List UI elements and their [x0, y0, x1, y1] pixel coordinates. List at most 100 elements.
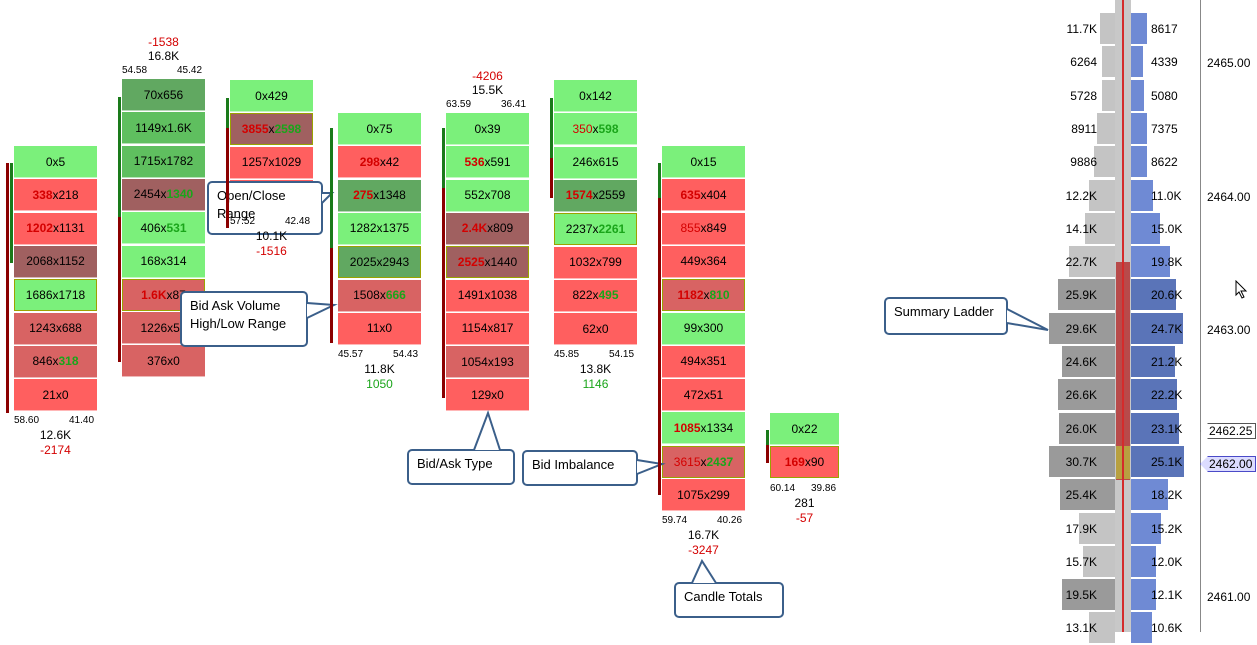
- ladder-ask-label: 15.2K: [1151, 521, 1183, 536]
- footprint-cell[interactable]: 275 x 1348: [338, 179, 421, 212]
- footprint-cell[interactable]: 2454 x 1340: [122, 178, 205, 211]
- ladder-ask-bar: [1131, 246, 1170, 278]
- footprint-cell[interactable]: 350 x 598: [554, 113, 637, 146]
- cell-bid-volume: 376: [147, 353, 168, 368]
- footprint-cell[interactable]: 3855 x 2598: [230, 113, 313, 146]
- ladder-bid-label: 13.1K: [1065, 621, 1097, 636]
- ladder-price-line: [1122, 0, 1124, 632]
- footprint-candle[interactable]: 70 x 656 1149 x 1.6K 1715 x 1782 2454 x 1340 406…: [122, 79, 205, 379]
- footprint-cell[interactable]: 1243 x 688: [14, 312, 97, 345]
- cell-bid-volume: 169: [784, 455, 805, 470]
- ask-pct: 36.41: [501, 99, 527, 110]
- footprint-cell[interactable]: 472 x 51: [662, 379, 745, 412]
- footprint-cell[interactable]: 536 x 591: [446, 146, 529, 179]
- cell-separator: x: [700, 221, 707, 236]
- footprint-candle[interactable]: 0 x 142 350 x 598 246 x 615 1574 x 2559 2237 x 22…: [554, 80, 637, 346]
- footprint-candle[interactable]: 0 x 75 298 x 42 275 x 1348 1282 x 1375 2025 x 294…: [338, 113, 421, 346]
- footprint-cell[interactable]: 0 x 429: [230, 80, 313, 112]
- cell-ask-volume: 615: [598, 155, 619, 170]
- candle-wick: [766, 443, 769, 463]
- cell-separator: x: [487, 354, 494, 369]
- footprint-cell[interactable]: 1154 x 817: [446, 312, 529, 345]
- cell-ask-volume: 810: [709, 288, 730, 303]
- footprint-cell[interactable]: 0 x 15: [662, 146, 745, 178]
- ladder-ask-bar: [1131, 412, 1179, 444]
- footprint-cell[interactable]: 1508 x 666: [338, 279, 421, 312]
- cell-separator: x: [166, 287, 173, 302]
- footprint-cell[interactable]: 855 x 849: [662, 212, 745, 245]
- footprint-cell[interactable]: 2525 x 1440: [446, 246, 529, 279]
- cell-bid-volume: 846: [32, 354, 53, 369]
- cell-separator: x: [592, 222, 599, 237]
- candle-wick: [118, 97, 121, 362]
- footprint-cell[interactable]: 3615 x 2437: [662, 445, 745, 478]
- footprint-cell[interactable]: 0 x 22: [770, 413, 839, 445]
- footprint-cell[interactable]: 1491 x 1038: [446, 279, 529, 312]
- cell-bid-volume: 2.4K: [461, 221, 488, 236]
- cell-bid-volume: 0: [474, 121, 482, 136]
- ladder-bid-bar: [1094, 146, 1115, 178]
- footprint-cell[interactable]: 822 x 495: [554, 279, 637, 312]
- cell-ask-volume: 5: [58, 154, 66, 169]
- footprint-cell[interactable]: 406 x 531: [122, 212, 205, 245]
- footprint-cell[interactable]: 1574 x 2559: [554, 179, 637, 212]
- candle-body-range: [442, 128, 445, 188]
- footprint-cell[interactable]: 494 x 351: [662, 345, 745, 378]
- footprint-cell[interactable]: 1182 x 810: [662, 279, 745, 312]
- cell-bid-volume: 1226: [140, 320, 168, 335]
- cell-ask-volume: 656: [163, 87, 184, 102]
- footprint-cell[interactable]: 169 x 90: [770, 446, 839, 479]
- footprint-cell[interactable]: 1054 x 193: [446, 346, 529, 379]
- footprint-cell[interactable]: 1032 x 799: [554, 246, 637, 279]
- cell-bid-volume: 1182: [677, 288, 704, 303]
- ladder-bid-label: 29.6K: [1065, 321, 1097, 336]
- cell-ask-volume: 2943: [382, 255, 410, 270]
- footprint-candle[interactable]: 0 x 15 635 x 404 855 x 849 449 x 364 1182 x 810 99…: [662, 146, 745, 512]
- footprint-cell[interactable]: 846 x 318: [14, 345, 97, 378]
- cell-separator: x: [373, 121, 380, 136]
- footprint-cell[interactable]: 2.4K x 809: [446, 212, 529, 245]
- ladder-ask-bar: [1131, 179, 1153, 211]
- footprint-cell[interactable]: 246 x 615: [554, 146, 637, 179]
- footprint-cell[interactable]: 1075 x 299: [662, 479, 745, 511]
- footprint-cell[interactable]: 298 x 42: [338, 146, 421, 179]
- footprint-candle[interactable]: 0 x 5 338 x 218 1202 x 1131 2068 x 1152 1686 x 17…: [14, 146, 97, 412]
- footprint-cell[interactable]: 2068 x 1152: [14, 245, 97, 278]
- footprint-candle[interactable]: 0 x 39 536 x 591 552 x 708 2.4K x 809 2525 x 1440…: [446, 113, 529, 413]
- footprint-cell[interactable]: 552 x 708: [446, 179, 529, 212]
- footprint-cell[interactable]: 2237 x 2261: [554, 213, 637, 246]
- cell-separator: x: [700, 354, 707, 369]
- footprint-cell[interactable]: 0 x 39: [446, 113, 529, 145]
- cell-bid-volume: 855: [680, 221, 701, 236]
- footprint-cell[interactable]: 1202 x 1131: [14, 212, 97, 245]
- footprint-cell[interactable]: 1085 x 1334: [662, 412, 745, 445]
- footprint-cell[interactable]: 1686 x 1718: [14, 279, 97, 312]
- footprint-cell[interactable]: 1282 x 1375: [338, 212, 421, 245]
- ladder-bid-label: 22.7K: [1065, 255, 1097, 270]
- footprint-cell[interactable]: 635 x 404: [662, 179, 745, 212]
- cell-ask-volume: 90: [810, 455, 825, 470]
- footprint-cell[interactable]: 2025 x 2943: [338, 246, 421, 279]
- footprint-cell[interactable]: 1715 x 1782: [122, 145, 205, 178]
- footprint-cell[interactable]: 168 x 314: [122, 245, 205, 278]
- footprint-cell[interactable]: 70 x 656: [122, 79, 205, 111]
- footprint-cell[interactable]: 99 x 300: [662, 312, 745, 345]
- ladder-ask-bar: [1131, 279, 1176, 311]
- cell-bid-volume: 0: [690, 154, 698, 169]
- footprint-cell[interactable]: 1149 x 1.6K: [122, 112, 205, 145]
- footprint-cell[interactable]: 449 x 364: [662, 245, 745, 278]
- cell-bid-volume: 1032: [569, 255, 596, 269]
- footprint-cell[interactable]: 1257 x 1029: [230, 146, 313, 179]
- footprint-cell[interactable]: 0 x 75: [338, 113, 421, 145]
- candle-volume: 13.8K: [579, 362, 612, 377]
- footprint-candle[interactable]: 0 x 22 169 x 90: [770, 413, 839, 480]
- footprint-cell[interactable]: 338 x 218: [14, 179, 97, 212]
- footprint-cell[interactable]: 0 x 142: [554, 80, 637, 112]
- candle-volume: 11.8K: [364, 362, 395, 377]
